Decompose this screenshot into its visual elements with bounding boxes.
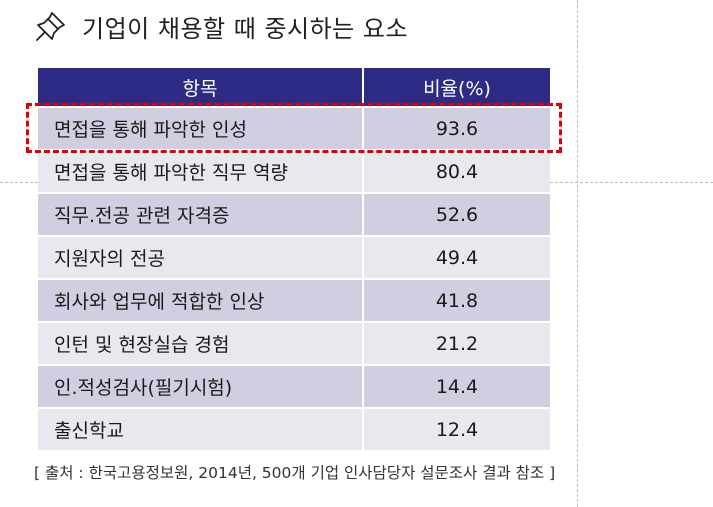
row-item-label: 면접을 통해 파악한 인성 bbox=[38, 108, 364, 149]
row-ratio-value: 12.4 bbox=[435, 418, 479, 441]
table-row: 회사와 업무에 적합한 인상 41.8 bbox=[38, 280, 550, 323]
guide-line-vertical bbox=[577, 0, 578, 507]
table-row: 인턴 및 현장실습 경험 21.2 bbox=[38, 323, 550, 366]
row-ratio-value: 14.4 bbox=[435, 375, 479, 398]
row-ratio-value: 93.6 bbox=[435, 117, 479, 140]
table-row: 출신학교 12.4 bbox=[38, 409, 550, 452]
row-item-label: 회사와 업무에 적합한 인상 bbox=[38, 280, 364, 321]
data-table: 항목 비율(%) 면접을 통해 파악한 인성 93.6 면접을 통해 파악한 직… bbox=[38, 68, 550, 452]
table-row: 면접을 통해 파악한 인성 93.6 bbox=[38, 108, 550, 151]
row-item-label: 인.적성검사(필기시험) bbox=[38, 366, 364, 407]
row-item-label: 면접을 통해 파악한 직무 역량 bbox=[38, 151, 364, 192]
row-ratio-value: 41.8 bbox=[435, 289, 479, 312]
row-item-label: 지원자의 전공 bbox=[38, 237, 364, 278]
table-row: 인.적성검사(필기시험) 14.4 bbox=[38, 366, 550, 409]
row-ratio-value: 52.6 bbox=[435, 203, 479, 226]
pushpin-icon bbox=[36, 12, 65, 41]
row-ratio-value: 80.4 bbox=[435, 160, 479, 183]
column-header-item: 항목 bbox=[38, 68, 364, 106]
page-title: 기업이 채용할 때 중시하는 요소 bbox=[82, 14, 409, 43]
table-row: 직무.전공 관련 자격증 52.6 bbox=[38, 194, 550, 237]
column-header-ratio: 비율(%) bbox=[423, 77, 491, 100]
table-header-row: 항목 비율(%) bbox=[38, 68, 550, 108]
row-ratio-value: 49.4 bbox=[435, 246, 479, 269]
row-ratio-value: 21.2 bbox=[435, 332, 479, 355]
table-row: 면접을 통해 파악한 직무 역량 80.4 bbox=[38, 151, 550, 194]
row-item-label: 인턴 및 현장실습 경험 bbox=[38, 323, 364, 364]
row-item-label: 출신학교 bbox=[38, 409, 364, 450]
row-item-label: 직무.전공 관련 자격증 bbox=[38, 194, 364, 235]
table-row: 지원자의 전공 49.4 bbox=[38, 237, 550, 280]
source-citation: [ 출처 : 한국고용정보원, 2014년, 500개 기업 인사담당자 설문조… bbox=[34, 464, 556, 482]
title-row: 기업이 채용할 때 중시하는 요소 bbox=[34, 6, 408, 46]
